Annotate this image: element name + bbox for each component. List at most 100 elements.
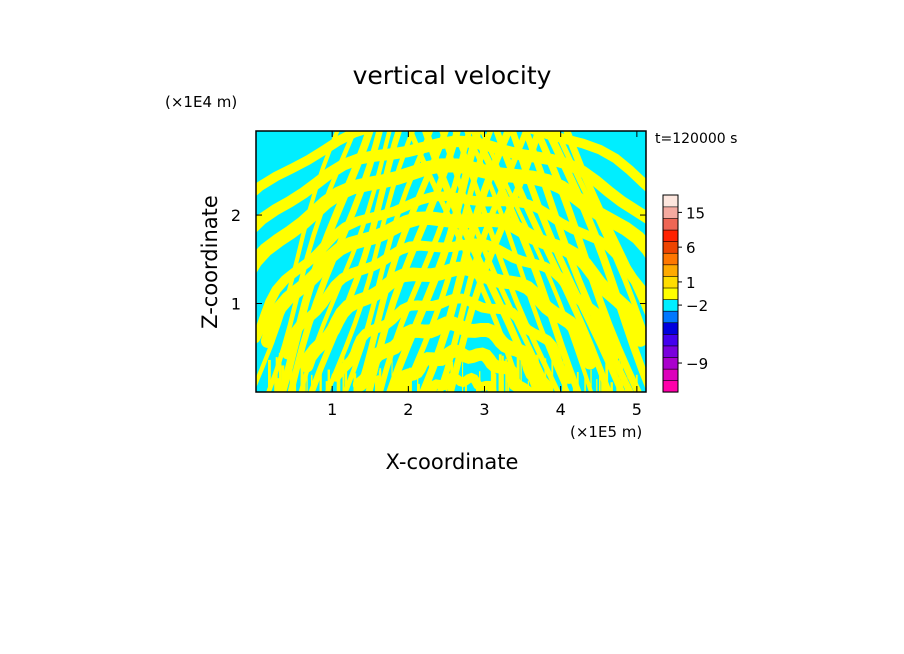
field-stripe: [342, 131, 434, 392]
field-stripe: [522, 131, 634, 392]
colorbar-label: −9: [686, 355, 708, 373]
field-streak: [551, 352, 554, 392]
colorbar-level: [662, 217, 679, 231]
field-streak: [462, 362, 464, 392]
field-streak: [325, 381, 328, 392]
colorbar-label: 6: [686, 239, 696, 257]
field-stripe: [377, 131, 472, 392]
field-stripe: [355, 131, 449, 392]
field-streak: [541, 385, 544, 392]
colorbar-level: [662, 333, 679, 347]
field-streak: [281, 365, 285, 392]
field-stripe: [509, 131, 626, 392]
field-stripe: [407, 131, 524, 392]
y-scale-label: (×1E4 m): [165, 93, 237, 111]
field-streak: [533, 364, 536, 392]
field-streak: [599, 374, 601, 392]
field-stripe: [532, 131, 642, 392]
field-streak: [584, 375, 586, 392]
field-streak: [306, 376, 308, 392]
colorbar-labels: 15 6 1 −2 −9: [678, 204, 708, 373]
field-streak: [353, 373, 357, 392]
y-axis-label: Z-coordinate: [198, 195, 222, 329]
field-stripe: [325, 131, 416, 392]
colorbar-level: [662, 298, 679, 312]
field-streak: [429, 358, 432, 392]
field-stripe: [278, 131, 374, 392]
y-axis-ticks: 12: [231, 206, 646, 314]
field-streak: [624, 377, 628, 392]
field-stripe: [266, 131, 357, 392]
colorbar-label: 1: [686, 274, 696, 292]
field-streak: [576, 372, 579, 392]
colorbar-frame: [662, 194, 679, 393]
field-streak: [616, 383, 618, 392]
field-streak: [619, 352, 621, 392]
field-stripe: [553, 131, 646, 346]
colorbar-level: [662, 264, 679, 277]
field-streak: [391, 357, 393, 392]
field-streak: [302, 375, 306, 392]
field-stripe: [256, 158, 646, 274]
field-streak: [319, 370, 322, 392]
field-streak: [445, 360, 447, 392]
field-streak: [501, 380, 504, 392]
field-streak: [494, 373, 497, 392]
field-streak: [520, 360, 522, 392]
field-streak: [620, 359, 624, 392]
field-streak: [565, 355, 568, 392]
x-tick-label: 3: [479, 400, 489, 419]
colorbar-level: [662, 368, 679, 382]
field-streak: [527, 380, 529, 392]
field-stripe: [401, 131, 494, 392]
field-streak: [544, 358, 547, 392]
field-stripe: [365, 131, 461, 392]
field-streak: [536, 377, 538, 392]
field-stripe: [493, 131, 612, 392]
field-streak: [450, 355, 453, 392]
field-stripe: [439, 131, 553, 392]
field-stripe: [543, 131, 646, 391]
field-streak: [603, 384, 605, 392]
field-streak: [344, 360, 348, 392]
field-streak: [501, 355, 504, 392]
field-streak: [507, 371, 510, 392]
field-stripe: [287, 131, 383, 392]
field-streak: [538, 383, 542, 392]
field-stripe: [463, 131, 570, 392]
field-streak: [596, 379, 598, 392]
chart-title: vertical velocity: [353, 61, 552, 90]
field-streak: [535, 354, 539, 392]
field-streak: [275, 357, 278, 392]
field-stripe: [256, 131, 340, 389]
field-streak: [492, 367, 494, 392]
field-streak: [337, 384, 340, 392]
field-streak: [277, 378, 280, 392]
field-streak: [279, 357, 282, 392]
field-streak: [485, 384, 487, 392]
field-streak: [417, 383, 420, 392]
x-tick-label: 1: [327, 400, 337, 419]
colorbar-level: [662, 194, 679, 208]
field-stripe: [563, 131, 646, 317]
field-stripe: [479, 131, 594, 392]
colorbar-level: [662, 252, 679, 266]
x-scale-label: (×1E5 m): [570, 423, 642, 441]
colorbar-level: [662, 229, 679, 242]
field-streak: [573, 379, 575, 392]
positive-velocity-stripes: [256, 131, 646, 392]
colorbar-level: [662, 206, 679, 219]
field-streak: [274, 373, 277, 392]
x-tick-label: 5: [632, 400, 642, 419]
x-tick-label: 4: [556, 400, 566, 419]
field-stripe: [424, 372, 497, 392]
field-streak: [572, 376, 575, 392]
field-streak: [289, 360, 293, 392]
field-stripe: [470, 131, 582, 392]
field-streak: [294, 381, 297, 392]
colorbar: [662, 194, 679, 393]
field-streak: [377, 375, 380, 392]
field-streak: [526, 385, 529, 392]
colorbar-level: [662, 380, 679, 393]
